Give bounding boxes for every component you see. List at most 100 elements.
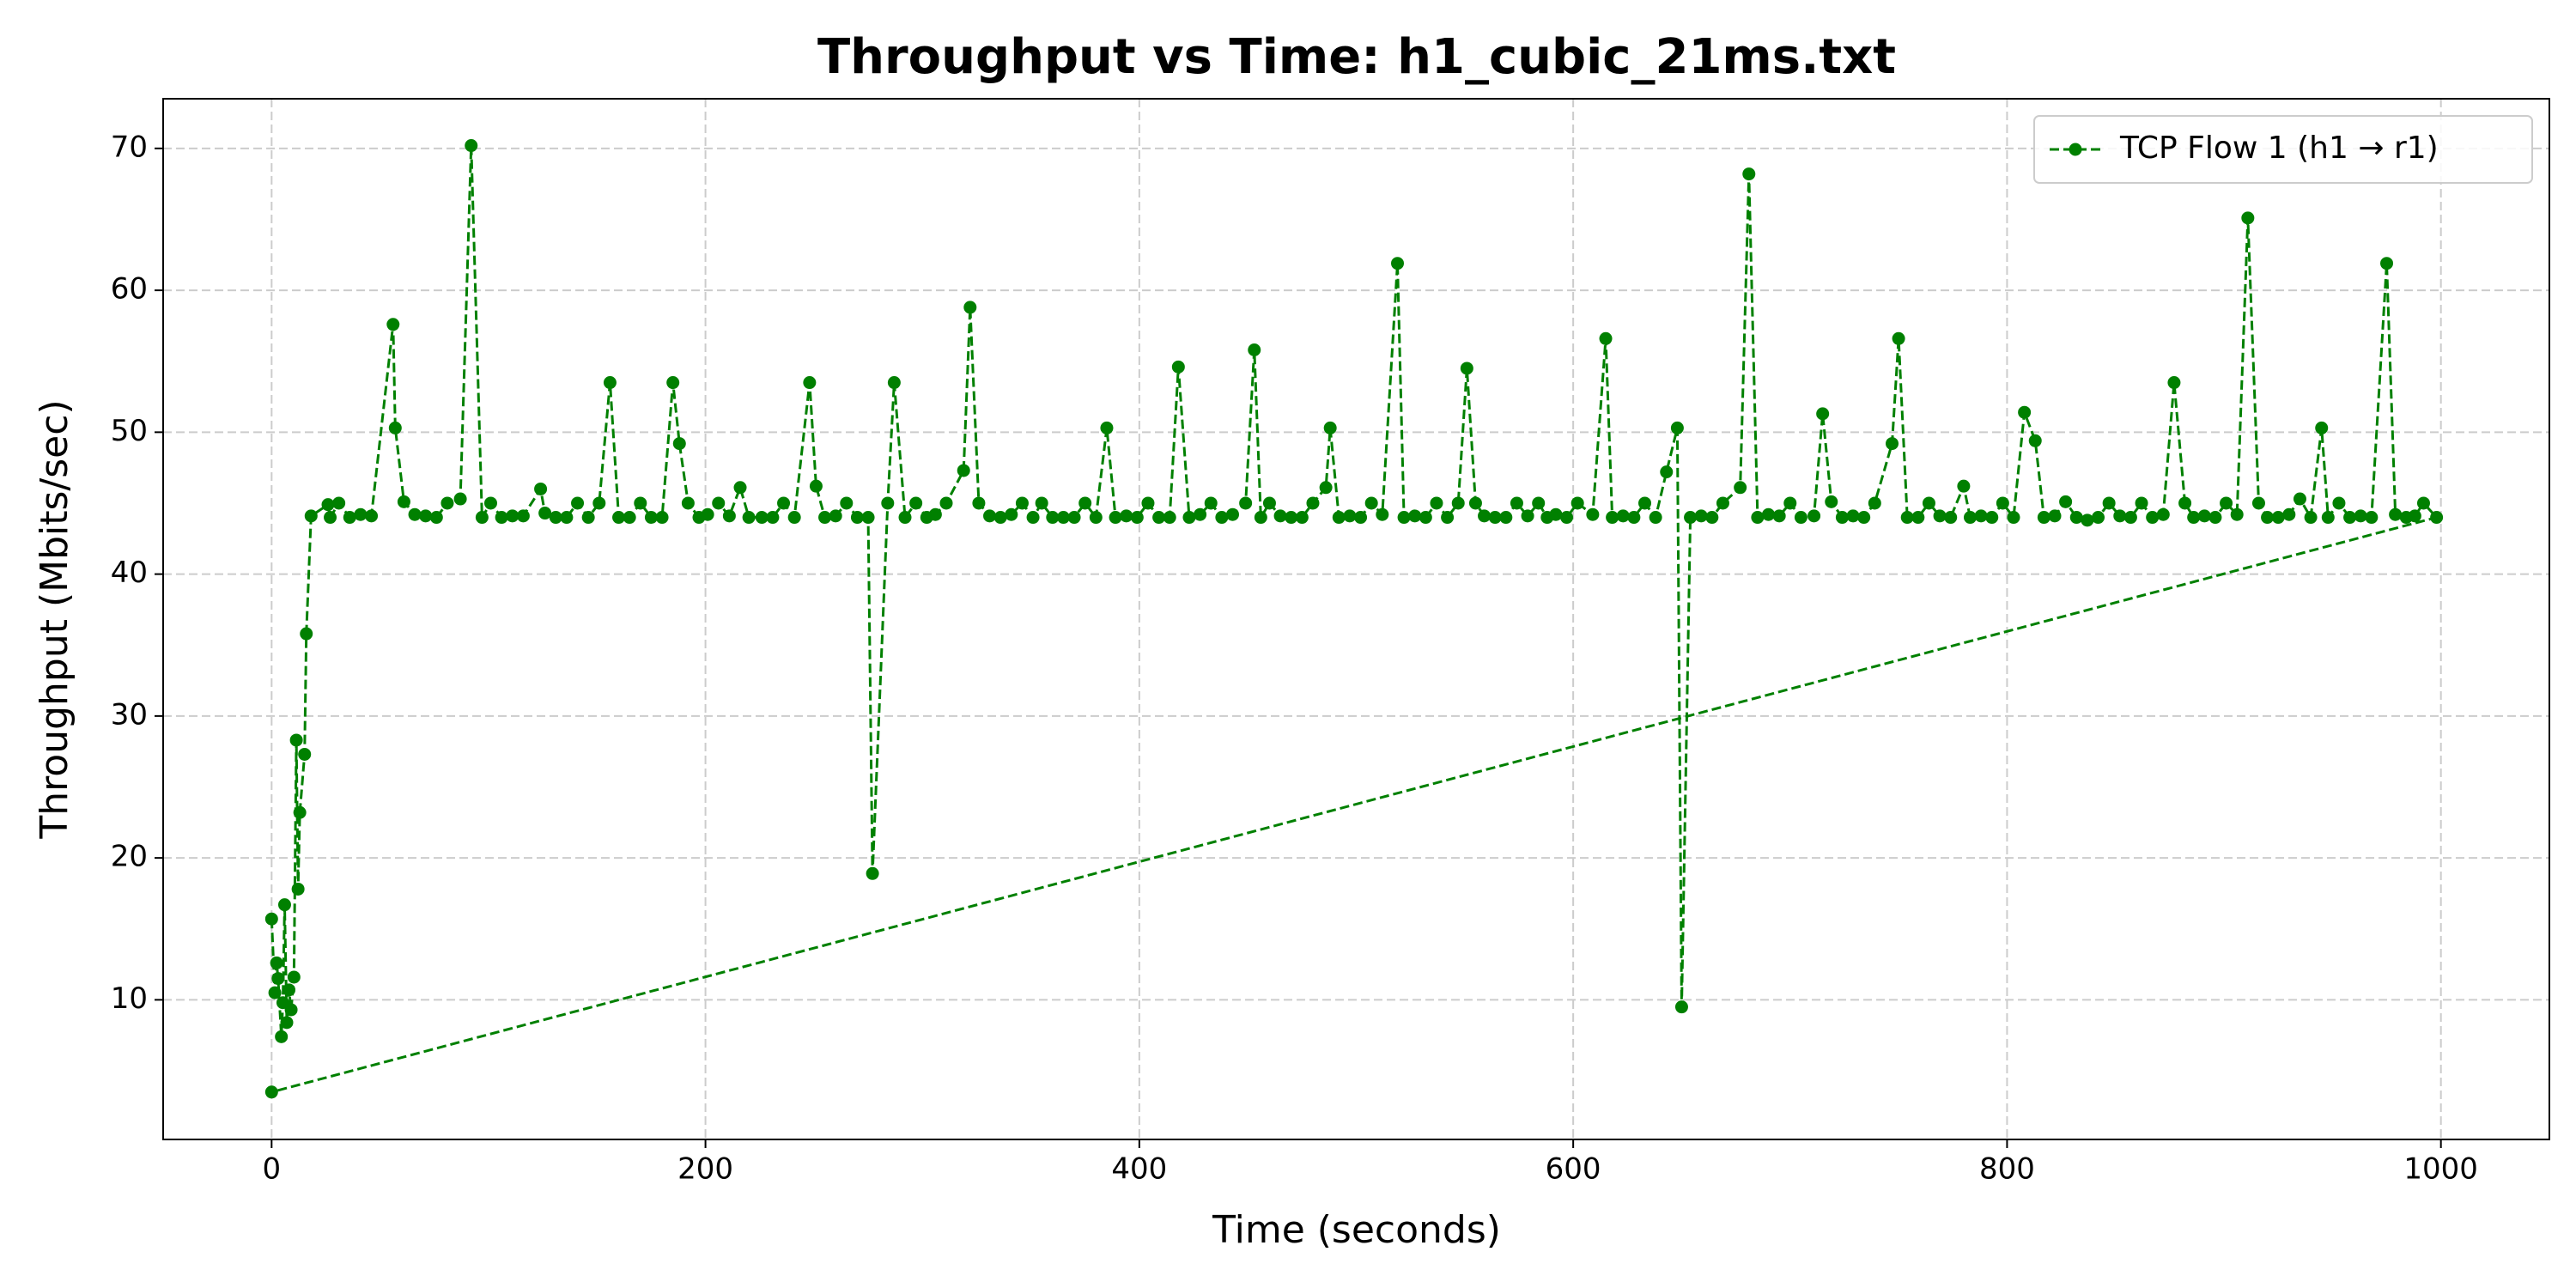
x-tick-label: 200	[677, 1152, 733, 1187]
data-point	[983, 509, 997, 523]
data-point	[1638, 496, 1652, 510]
data-point	[268, 986, 282, 999]
data-point	[560, 511, 574, 525]
data-point	[534, 482, 548, 495]
data-point	[1408, 509, 1422, 523]
data-point	[634, 496, 647, 510]
data-point	[465, 139, 478, 153]
data-point	[2293, 492, 2306, 506]
data-point	[332, 496, 346, 510]
data-point	[1705, 511, 1719, 525]
data-point	[1163, 511, 1176, 525]
y-tick-label: 10	[111, 981, 148, 1016]
data-point	[1262, 496, 1276, 510]
data-point	[1963, 511, 1977, 525]
data-point	[1762, 507, 1776, 521]
data-point	[803, 376, 817, 390]
legend-label: TCP Flow 1 (h1 → r1)	[2119, 131, 2439, 166]
data-point	[419, 509, 433, 523]
data-point	[1343, 509, 1357, 523]
data-point	[1783, 496, 1797, 510]
data-point	[1419, 511, 1432, 525]
data-point	[1015, 496, 1029, 510]
data-point	[1285, 511, 1298, 525]
data-point	[850, 511, 864, 525]
data-point	[1273, 509, 1287, 523]
data-point	[2208, 511, 2222, 525]
data-point	[1323, 421, 1337, 434]
data-point	[818, 511, 832, 525]
data-point	[928, 507, 942, 521]
data-point	[603, 376, 617, 390]
x-axis-label: Time (seconds)	[1212, 1208, 1501, 1252]
data-point	[1364, 496, 1378, 510]
x-tick-label: 600	[1546, 1152, 1601, 1187]
data-point	[1441, 511, 1455, 525]
data-point	[1616, 509, 1630, 523]
data-point	[453, 492, 467, 506]
data-point	[2113, 509, 2127, 523]
data-point	[1204, 496, 1218, 510]
data-point	[1996, 496, 2009, 510]
data-point	[2261, 511, 2275, 525]
data-point	[972, 496, 986, 510]
data-point	[1892, 331, 1905, 345]
y-tick-label: 60	[111, 272, 148, 307]
data-point	[1772, 509, 1786, 523]
data-point	[2048, 509, 2062, 523]
data-point	[1560, 511, 1574, 525]
data-point	[755, 511, 769, 525]
data-point	[1067, 511, 1081, 525]
data-point	[963, 301, 977, 314]
data-point	[2332, 496, 2346, 510]
y-tick-label: 50	[111, 414, 148, 448]
data-point	[887, 376, 901, 390]
data-point	[1319, 481, 1333, 495]
data-point	[365, 509, 379, 523]
data-point	[1857, 511, 1871, 525]
data-point	[2408, 509, 2421, 523]
data-point	[284, 1003, 298, 1017]
data-point	[1354, 511, 1368, 525]
y-axis-label: Throughput (Mbits/sec)	[33, 399, 76, 839]
data-point	[287, 970, 301, 984]
y-tick-label: 30	[111, 697, 148, 732]
data-point	[291, 882, 305, 896]
data-point	[2069, 511, 2083, 525]
data-point	[1549, 507, 1563, 521]
data-point	[777, 496, 791, 510]
data-point	[623, 511, 636, 525]
data-point	[2102, 496, 2116, 510]
data-point	[672, 437, 686, 451]
data-point	[2156, 507, 2170, 521]
data-point	[386, 318, 400, 331]
data-point	[1089, 511, 1103, 525]
data-point	[2146, 511, 2160, 525]
data-point	[516, 509, 530, 523]
data-point	[1026, 511, 1040, 525]
data-point	[1807, 509, 1821, 523]
data-point	[2220, 496, 2233, 510]
data-point	[1225, 507, 1239, 521]
data-point	[2123, 511, 2137, 525]
data-point	[1120, 509, 1133, 523]
data-point	[1332, 511, 1346, 525]
data-point	[2018, 405, 2032, 419]
data-point	[1649, 511, 1662, 525]
data-point	[304, 509, 318, 523]
data-point	[681, 496, 695, 510]
data-point	[1734, 481, 1747, 495]
data-point	[1046, 511, 1060, 525]
data-point	[1751, 511, 1765, 525]
data-point	[2028, 434, 2042, 447]
data-point	[2092, 511, 2105, 525]
data-point	[766, 511, 780, 525]
data-point	[1742, 167, 1756, 181]
data-point	[2197, 509, 2211, 523]
data-point	[866, 866, 879, 880]
data-point	[2416, 496, 2430, 510]
data-point	[655, 511, 669, 525]
data-point	[733, 481, 747, 495]
data-point	[1694, 509, 1708, 523]
